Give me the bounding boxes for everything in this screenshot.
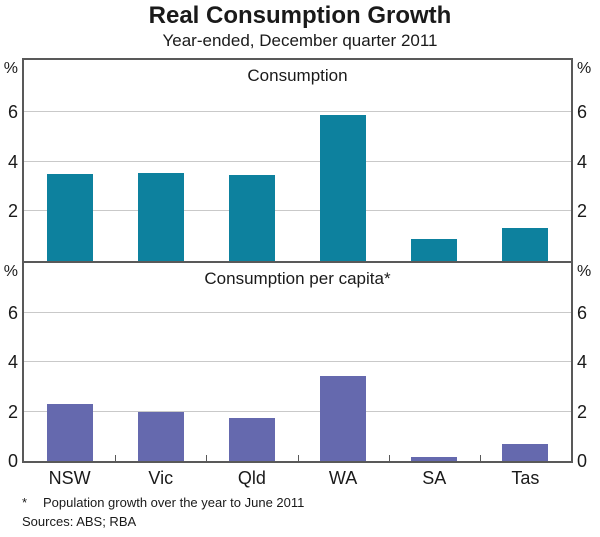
footnote: * Population growth over the year to June…: [22, 495, 304, 510]
x-axis-tick-3: [297, 455, 299, 461]
bar-bottom-qld: [228, 417, 275, 461]
category-label-tas: Tas: [511, 468, 540, 488]
gridline-2: [24, 210, 571, 212]
gridline-2: [24, 410, 571, 412]
x-axis-tick-4: [388, 455, 390, 461]
y-unit-top-right: %: [577, 60, 592, 77]
bar-top-wa: [320, 114, 367, 261]
category-label-nsw: NSW: [48, 468, 91, 488]
x-axis-tick-1: [115, 455, 117, 461]
ytick-bottom-right-0: 0: [577, 451, 588, 471]
category-label-sa: SA: [422, 468, 447, 488]
bar-bottom-vic: [137, 411, 184, 461]
y-unit-bottom-left: %: [3, 263, 18, 280]
bar-top-qld: [228, 175, 275, 261]
y-unit-top-left: %: [3, 60, 18, 77]
ytick-top-left-2: 2: [7, 201, 18, 222]
bar-bottom-tas: [502, 443, 549, 461]
ytick-top-left-6: 6: [7, 102, 18, 123]
panel-title-consumption: Consumption: [247, 66, 348, 85]
ytick-bottom-right-6: 6: [577, 302, 588, 323]
footnote-text: Population growth over the year to June …: [43, 495, 305, 510]
bar-top-sa: [411, 238, 458, 261]
ytick-top-right-2: 2: [577, 201, 588, 222]
ytick-top-right-4: 4: [577, 151, 588, 172]
plot-area: Consumption Consumption per capita*: [22, 58, 573, 463]
category-label-wa: WA: [328, 468, 358, 488]
bar-bottom-wa: [320, 375, 367, 461]
ytick-bottom-right-4: 4: [577, 352, 588, 372]
gridline-6: [24, 311, 571, 313]
chart-subtitle: Year-ended, December quarter 2011: [162, 31, 438, 50]
bar-top-nsw: [46, 174, 93, 261]
ytick-bottom-left-6: 6: [7, 302, 18, 323]
panel-divider-line: [24, 261, 571, 263]
ytick-bottom-right-2: 2: [577, 401, 588, 422]
ytick-top-right-6: 6: [577, 102, 588, 123]
x-axis-tick-2: [206, 455, 208, 461]
sources-note: Sources: ABS; RBA: [22, 514, 137, 529]
footnote-marker: *: [22, 495, 28, 510]
ytick-bottom-left-0: 0: [7, 451, 18, 471]
chart-title: Real Consumption Growth: [148, 2, 452, 29]
panel-consumption-per-capita: Consumption per capita*: [24, 263, 571, 461]
gridline-6: [24, 111, 571, 113]
gridline-4: [24, 160, 571, 162]
bar-top-tas: [502, 227, 549, 261]
x-axis-tick-5: [479, 455, 481, 461]
bar-top-vic: [137, 172, 184, 261]
bar-bottom-nsw: [46, 404, 93, 461]
panel-title-consumption-per-capita: Consumption per capita*: [204, 269, 391, 288]
gridline-4: [24, 361, 571, 362]
category-label-vic: Vic: [148, 468, 174, 488]
ytick-bottom-left-4: 4: [7, 352, 18, 372]
ytick-bottom-left-2: 2: [7, 401, 18, 422]
panel-consumption: Consumption: [24, 60, 571, 261]
y-unit-bottom-right: %: [577, 263, 592, 280]
category-label-qld: Qld: [237, 468, 266, 488]
ytick-top-left-4: 4: [7, 151, 18, 172]
bar-bottom-sa: [411, 457, 458, 461]
